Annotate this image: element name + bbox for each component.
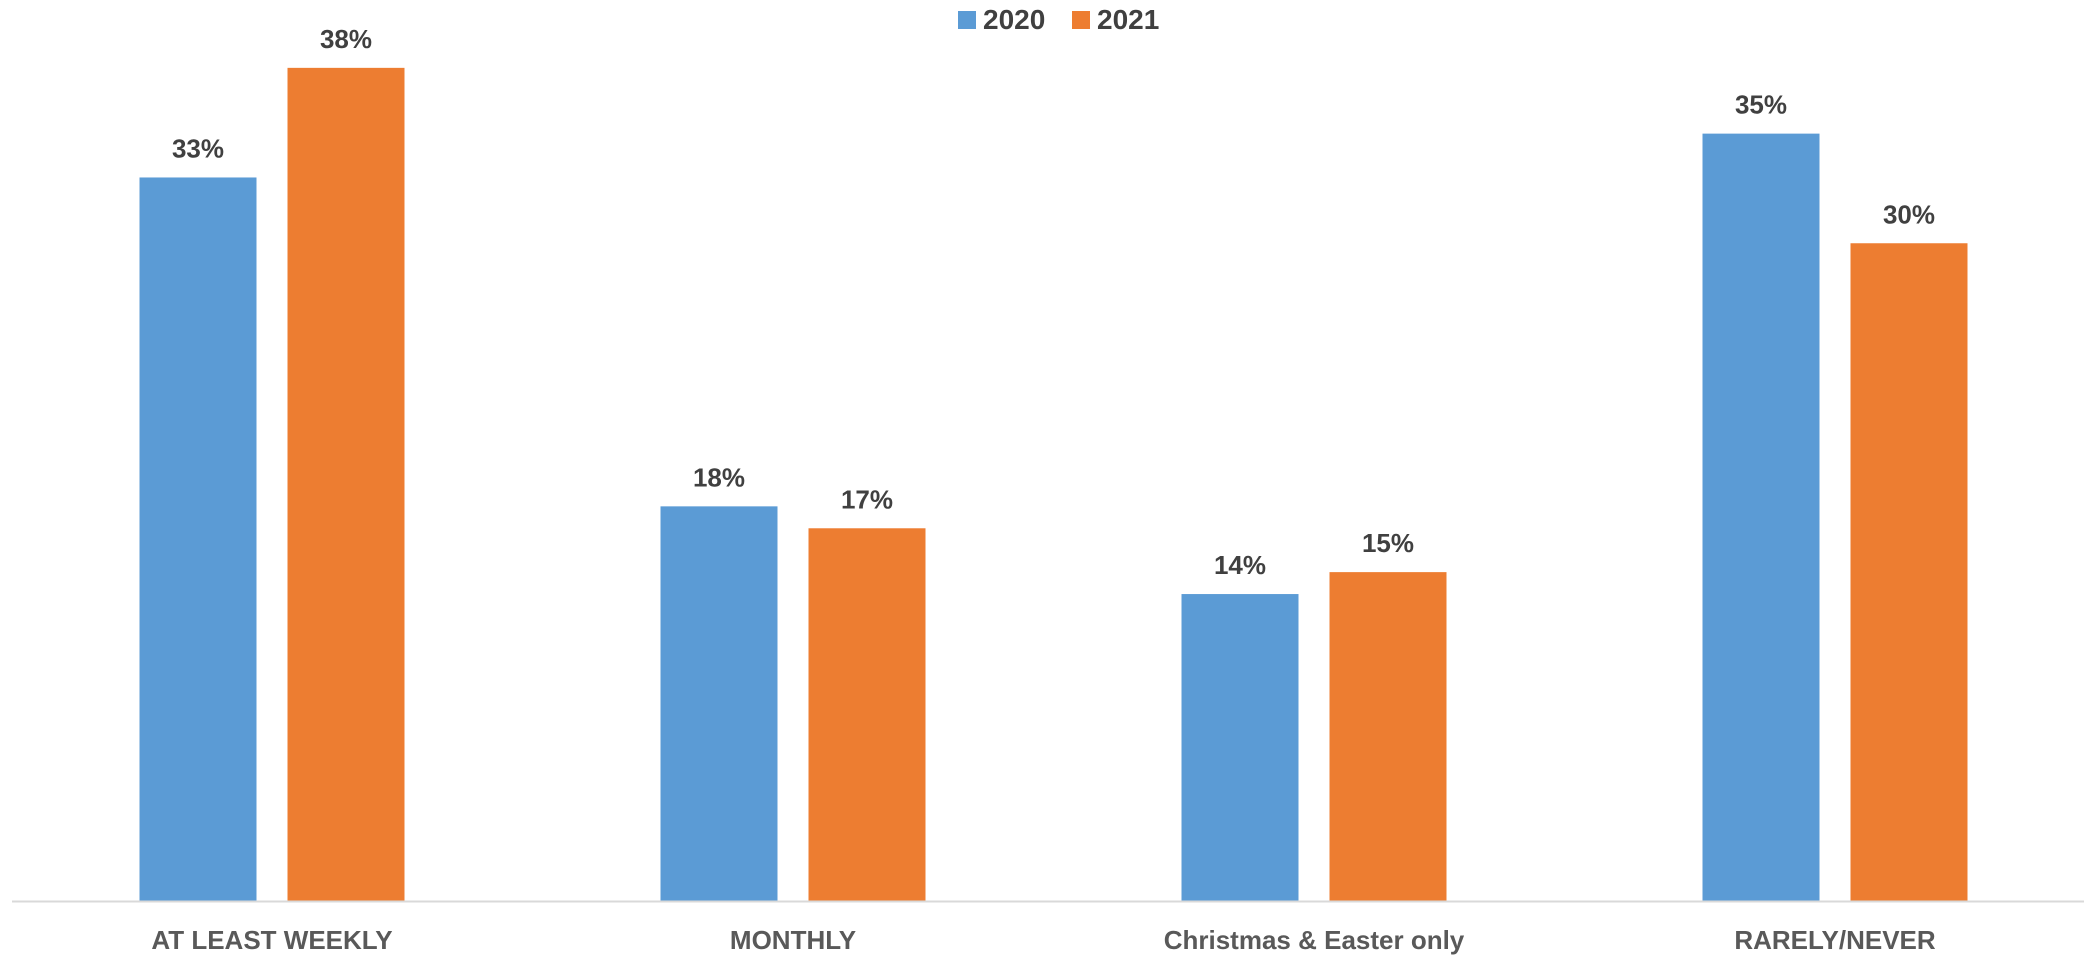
legend-swatch-2020 [958,11,976,29]
bar-2020-3 [1702,133,1820,901]
data-label-2020-3: 35% [1735,90,1787,120]
bar-2021-3 [1850,243,1968,901]
category-label-0: AT LEAST WEEKLY [151,925,392,955]
data-label-2020-1: 18% [693,462,745,492]
legend: 2020 2021 [958,4,1159,35]
data-label-2021-0: 38% [320,24,372,54]
data-label-2021-1: 17% [841,484,893,514]
bar-2021-0 [287,67,405,902]
data-labels: 33% 38% 18% 17% 14% 15% 35% 30% [172,24,1935,580]
category-label-1: MONTHLY [730,925,856,955]
category-label-2: Christmas & Easter only [1164,925,1465,955]
bar-2020-2 [1181,594,1299,901]
bars [139,67,1968,902]
data-label-2020-0: 33% [172,133,224,163]
category-label-3: RARELY/NEVER [1734,925,1936,955]
legend-label-2020: 2020 [983,4,1045,35]
bar-2020-0 [139,177,257,902]
category-labels: AT LEAST WEEKLY MONTHLY Christmas & Easter… [151,925,1936,955]
data-label-2021-2: 15% [1362,528,1414,558]
data-label-2021-3: 30% [1883,199,1935,229]
data-label-2020-2: 14% [1214,550,1266,580]
bar-2020-1 [660,506,778,901]
legend-swatch-2021 [1072,11,1090,29]
legend-label-2021: 2021 [1097,4,1159,35]
bar-2021-1 [808,528,926,901]
bar-2021-2 [1329,572,1447,901]
